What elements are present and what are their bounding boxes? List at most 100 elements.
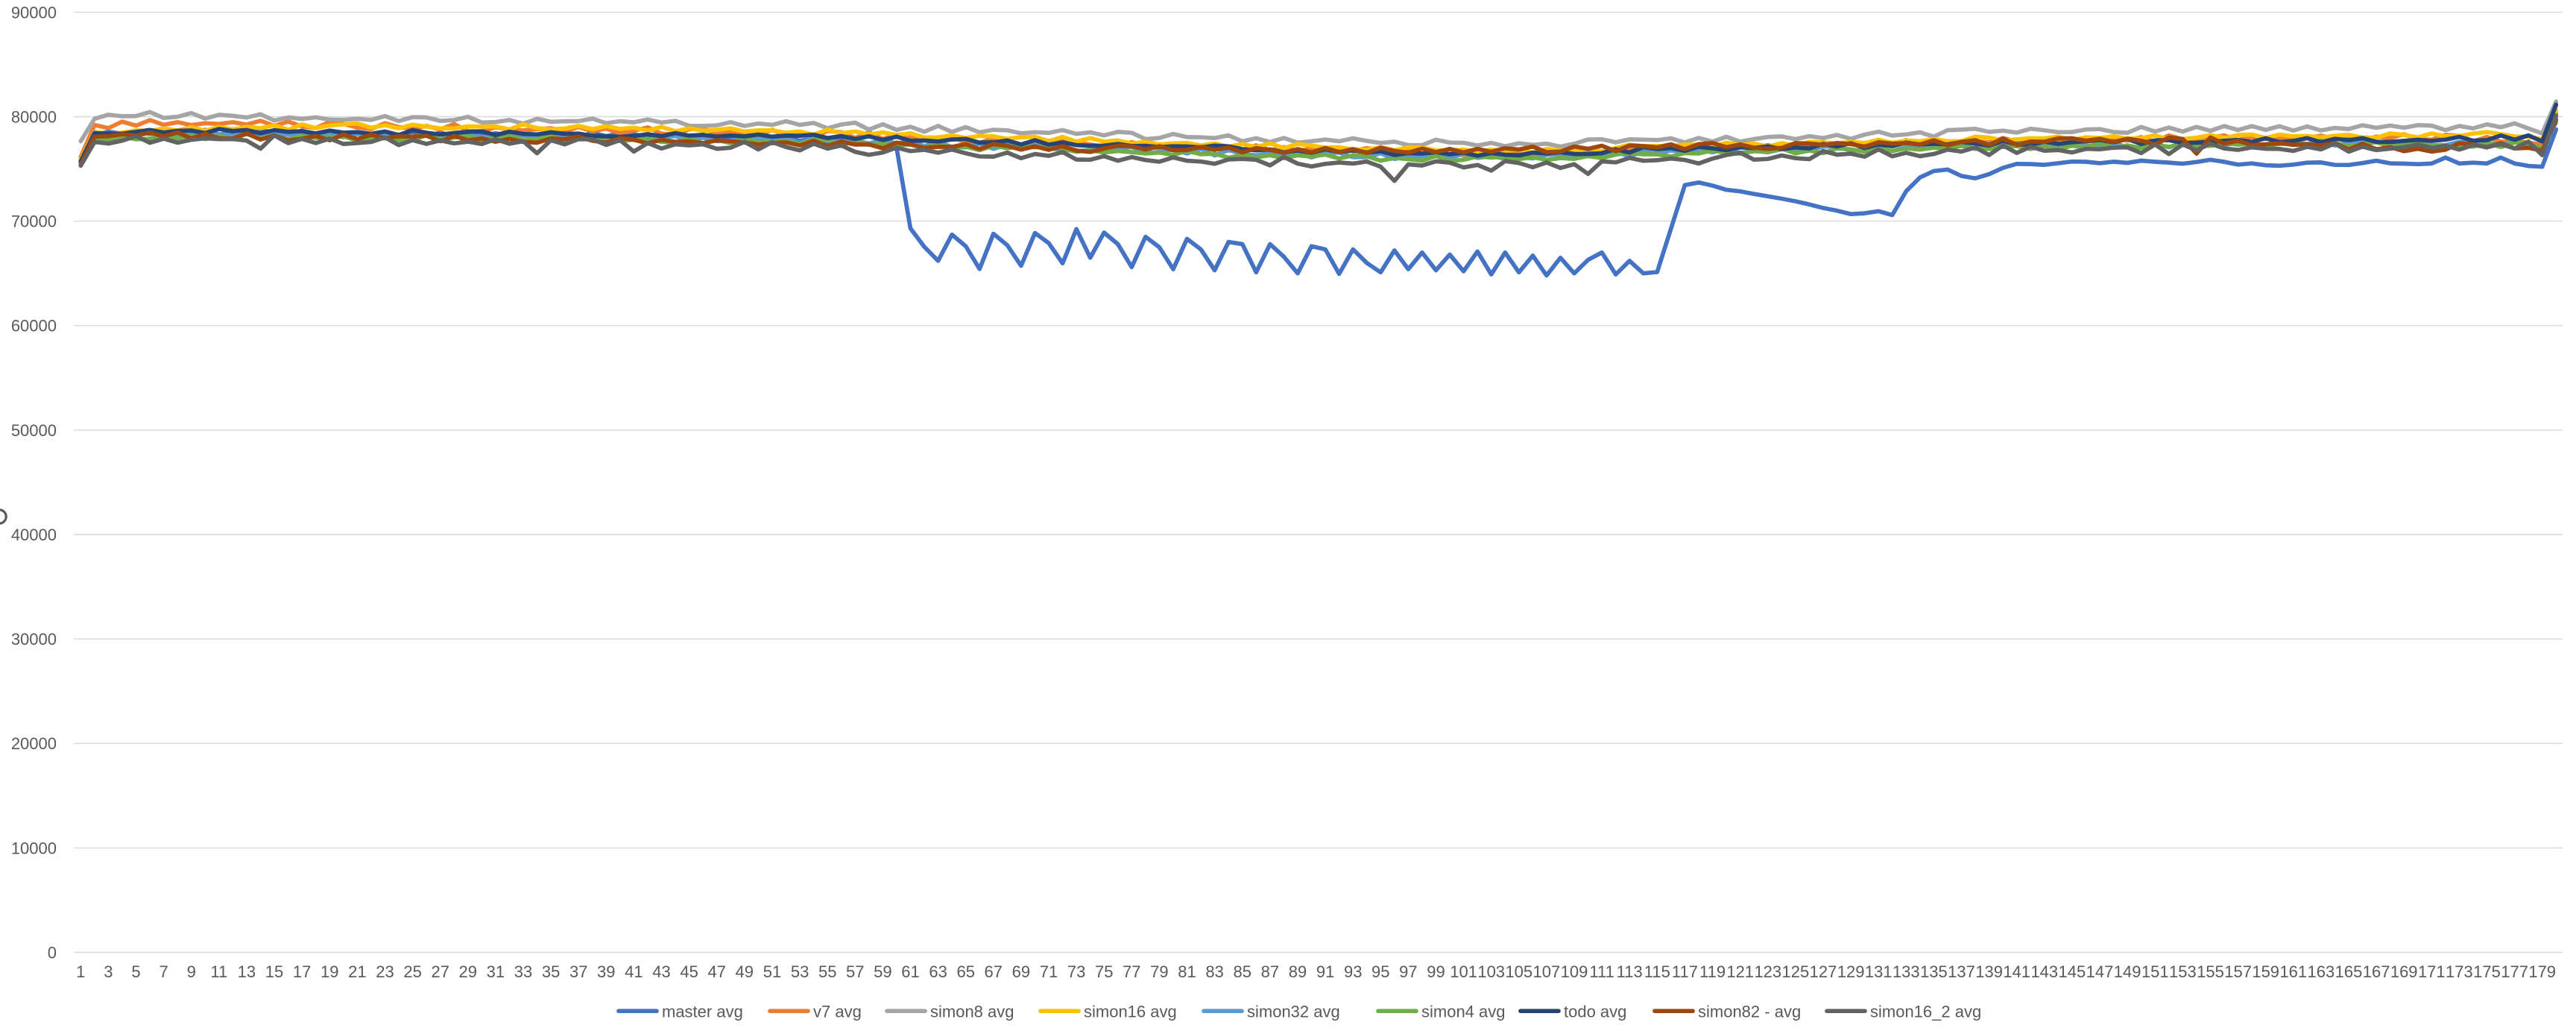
svg-text:101: 101 bbox=[1450, 962, 1477, 981]
svg-text:75: 75 bbox=[1095, 962, 1113, 981]
svg-text:103: 103 bbox=[1477, 962, 1505, 981]
svg-text:61: 61 bbox=[901, 962, 919, 981]
svg-text:175: 175 bbox=[2473, 962, 2501, 981]
svg-text:105: 105 bbox=[1505, 962, 1532, 981]
svg-text:139: 139 bbox=[1975, 962, 2003, 981]
svg-text:53: 53 bbox=[791, 962, 809, 981]
svg-text:15: 15 bbox=[265, 962, 283, 981]
svg-text:81: 81 bbox=[1178, 962, 1196, 981]
svg-text:95: 95 bbox=[1371, 962, 1389, 981]
svg-text:43: 43 bbox=[652, 962, 670, 981]
svg-text:169: 169 bbox=[2390, 962, 2418, 981]
svg-text:145: 145 bbox=[2059, 962, 2086, 981]
svg-text:51: 51 bbox=[763, 962, 781, 981]
svg-text:165: 165 bbox=[2335, 962, 2363, 981]
svg-text:71: 71 bbox=[1040, 962, 1058, 981]
svg-text:10000: 10000 bbox=[11, 839, 57, 857]
svg-text:simon8 avg: simon8 avg bbox=[930, 1003, 1014, 1021]
svg-text:123: 123 bbox=[1754, 962, 1781, 981]
svg-text:89: 89 bbox=[1289, 962, 1307, 981]
svg-text:55: 55 bbox=[818, 962, 836, 981]
svg-text:151: 151 bbox=[2141, 962, 2169, 981]
svg-text:21: 21 bbox=[348, 962, 366, 981]
svg-text:111: 111 bbox=[1589, 962, 1614, 981]
svg-text:149: 149 bbox=[2114, 962, 2141, 981]
svg-text:115: 115 bbox=[1644, 962, 1670, 981]
svg-text:29: 29 bbox=[459, 962, 477, 981]
svg-text:20000: 20000 bbox=[11, 734, 57, 753]
svg-text:90000: 90000 bbox=[11, 3, 57, 22]
svg-text:37: 37 bbox=[569, 962, 587, 981]
svg-text:153: 153 bbox=[2169, 962, 2197, 981]
svg-text:39: 39 bbox=[597, 962, 615, 981]
svg-text:65: 65 bbox=[956, 962, 974, 981]
svg-text:113: 113 bbox=[1617, 962, 1643, 981]
svg-text:129: 129 bbox=[1837, 962, 1865, 981]
svg-text:93: 93 bbox=[1344, 962, 1362, 981]
svg-text:v7 avg: v7 avg bbox=[813, 1003, 862, 1021]
svg-text:97: 97 bbox=[1399, 962, 1417, 981]
svg-text:simon16 avg: simon16 avg bbox=[1084, 1003, 1177, 1021]
svg-text:80000: 80000 bbox=[11, 107, 57, 126]
svg-text:27: 27 bbox=[431, 962, 449, 981]
svg-text:17: 17 bbox=[293, 962, 311, 981]
svg-text:11: 11 bbox=[210, 962, 227, 981]
svg-text:41: 41 bbox=[625, 962, 643, 981]
svg-text:60000: 60000 bbox=[11, 317, 57, 335]
svg-text:119: 119 bbox=[1699, 962, 1726, 981]
svg-text:31: 31 bbox=[487, 962, 505, 981]
svg-text:3: 3 bbox=[104, 962, 113, 981]
svg-text:127: 127 bbox=[1810, 962, 1837, 981]
svg-text:147: 147 bbox=[2086, 962, 2114, 981]
svg-text:107: 107 bbox=[1533, 962, 1561, 981]
svg-text:99: 99 bbox=[1427, 962, 1445, 981]
svg-text:117: 117 bbox=[1672, 962, 1698, 981]
svg-text:40000: 40000 bbox=[11, 526, 57, 544]
svg-text:159: 159 bbox=[2252, 962, 2279, 981]
svg-text:57: 57 bbox=[846, 962, 864, 981]
svg-text:63: 63 bbox=[929, 962, 947, 981]
svg-text:30000: 30000 bbox=[11, 630, 57, 649]
svg-text:121: 121 bbox=[1726, 962, 1754, 981]
svg-text:59: 59 bbox=[874, 962, 891, 981]
svg-text:133: 133 bbox=[1892, 962, 1920, 981]
svg-text:85: 85 bbox=[1234, 962, 1251, 981]
svg-text:173: 173 bbox=[2446, 962, 2473, 981]
svg-text:33: 33 bbox=[514, 962, 532, 981]
svg-text:73: 73 bbox=[1067, 962, 1085, 981]
svg-text:25: 25 bbox=[403, 962, 421, 981]
svg-text:83: 83 bbox=[1205, 962, 1223, 981]
svg-text:163: 163 bbox=[2308, 962, 2335, 981]
svg-text:0: 0 bbox=[48, 943, 57, 962]
svg-text:167: 167 bbox=[2363, 962, 2390, 981]
svg-text:155: 155 bbox=[2197, 962, 2224, 981]
svg-text:9: 9 bbox=[187, 962, 196, 981]
svg-text:77: 77 bbox=[1123, 962, 1140, 981]
svg-text:19: 19 bbox=[321, 962, 338, 981]
svg-text:91: 91 bbox=[1316, 962, 1334, 981]
svg-text:5: 5 bbox=[131, 962, 140, 981]
svg-text:171: 171 bbox=[2418, 962, 2446, 981]
svg-text:131: 131 bbox=[1865, 962, 1892, 981]
svg-text:simon4 avg: simon4 avg bbox=[1421, 1003, 1506, 1021]
svg-text:69: 69 bbox=[1012, 962, 1030, 981]
svg-text:143: 143 bbox=[2030, 962, 2058, 981]
svg-text:45: 45 bbox=[680, 962, 698, 981]
svg-text:109: 109 bbox=[1561, 962, 1588, 981]
svg-text:simon32 avg: simon32 avg bbox=[1247, 1003, 1340, 1021]
svg-text:177: 177 bbox=[2501, 962, 2528, 981]
svg-text:master avg: master avg bbox=[662, 1003, 743, 1021]
svg-text:simon16_2 avg: simon16_2 avg bbox=[1870, 1003, 1981, 1021]
svg-text:137: 137 bbox=[1948, 962, 1975, 981]
svg-text:67: 67 bbox=[985, 962, 1003, 981]
svg-text:125: 125 bbox=[1782, 962, 1810, 981]
svg-text:simon82 - avg: simon82 - avg bbox=[1698, 1003, 1801, 1021]
svg-text:70000: 70000 bbox=[11, 212, 57, 231]
svg-text:todo avg: todo avg bbox=[1564, 1003, 1626, 1021]
svg-text:13: 13 bbox=[238, 962, 256, 981]
svg-text:87: 87 bbox=[1261, 962, 1279, 981]
svg-text:23: 23 bbox=[376, 962, 394, 981]
svg-text:1: 1 bbox=[76, 962, 85, 981]
svg-text:135: 135 bbox=[1920, 962, 1948, 981]
svg-text:49: 49 bbox=[736, 962, 754, 981]
